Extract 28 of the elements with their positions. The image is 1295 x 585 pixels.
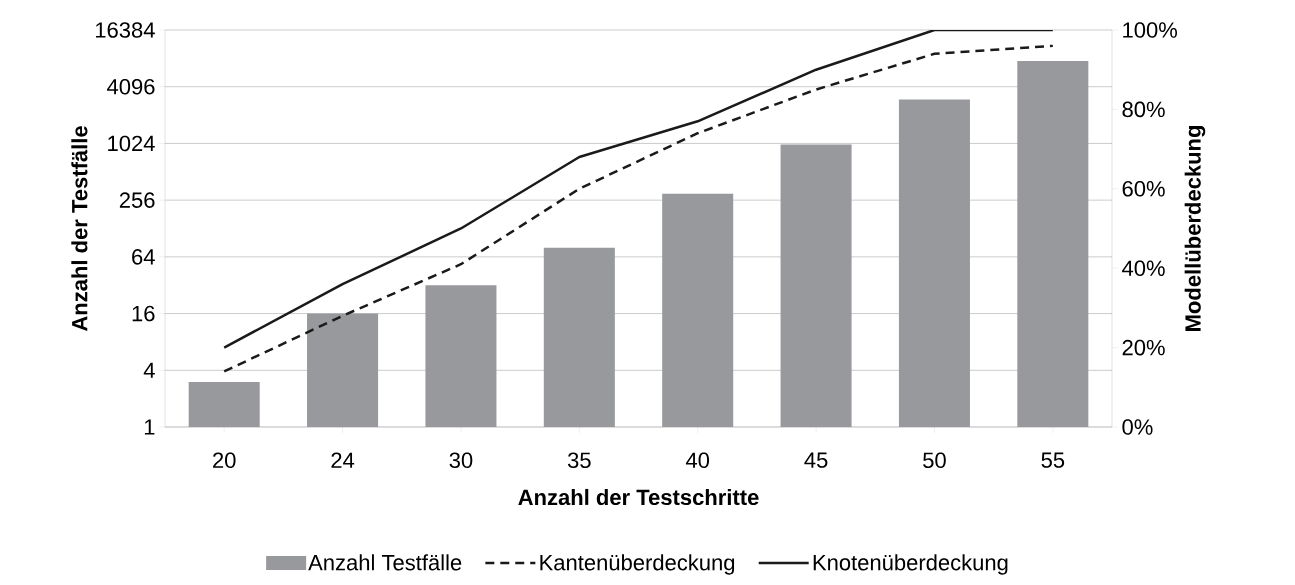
x-tick-label: 55 xyxy=(1041,452,1065,468)
legend-label: Anzahl Testfälle xyxy=(308,554,462,571)
y2-tick-label: 80% xyxy=(1122,101,1165,118)
y-tick-label: 4096 xyxy=(107,78,155,95)
y-tick-label: 1024 xyxy=(108,135,155,152)
y2-tick-label: 40% xyxy=(1122,260,1165,276)
x-tick-label: 40 xyxy=(685,452,710,469)
x-tick-label: 30 xyxy=(449,452,473,469)
y2-tick-label: 60% xyxy=(1122,181,1165,197)
y2-tick-label: 100% xyxy=(1123,22,1178,38)
y-tick-label: 256 xyxy=(119,192,155,208)
x-axis-title: Anzahl der Testschritte xyxy=(518,488,759,506)
y2-tick-label: 0% xyxy=(1122,419,1153,435)
legend-label: Knotenüberdeckung xyxy=(813,554,1008,575)
x-tick-label: 45 xyxy=(804,452,828,468)
y2-axis-title: Modellüberdeckung xyxy=(1184,126,1206,331)
y-tick-label: 16 xyxy=(132,305,155,322)
y-tick-label: 64 xyxy=(132,249,155,265)
y-tick-label: 4 xyxy=(143,362,155,378)
y2-tick-label: 20% xyxy=(1122,339,1165,356)
x-tick-label: 35 xyxy=(567,452,591,469)
x-tick-label: 24 xyxy=(331,452,355,468)
legend-label: Kantenüberdeckung xyxy=(540,554,735,575)
y-tick-label: 16384 xyxy=(95,22,155,38)
x-tick-label: 20 xyxy=(213,452,236,469)
y-axis-title: Anzahl der Testfälle xyxy=(71,126,88,332)
y-tick-label: 1 xyxy=(144,419,155,435)
x-tick-label: 50 xyxy=(923,452,946,469)
